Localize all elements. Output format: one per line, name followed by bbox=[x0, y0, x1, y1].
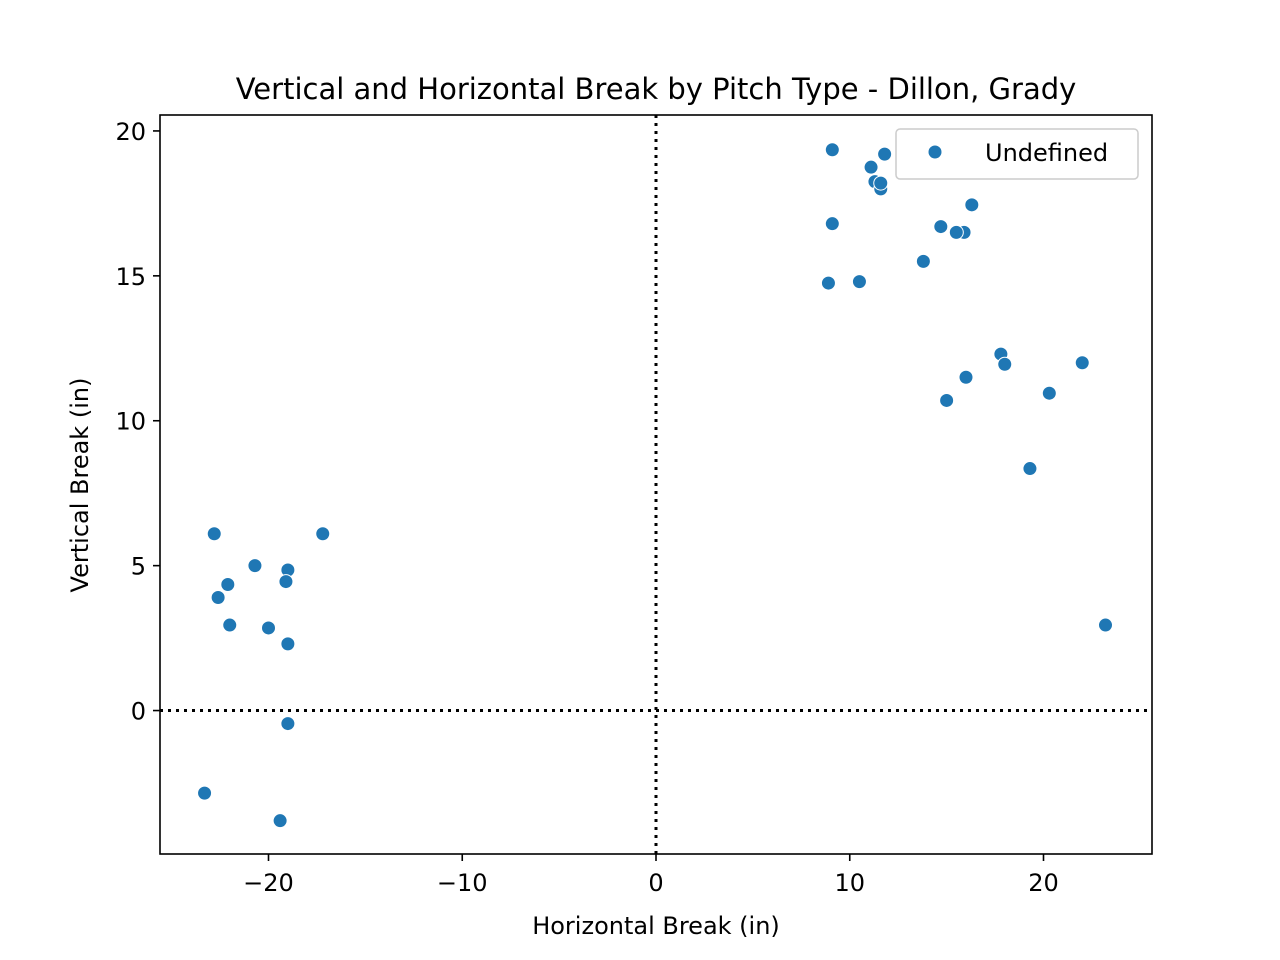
data-point bbox=[315, 526, 331, 542]
x-tick-label: 10 bbox=[834, 869, 865, 897]
y-axis-title: Vertical Break (in) bbox=[66, 378, 94, 593]
data-point bbox=[824, 142, 840, 158]
y-tick-label: 15 bbox=[115, 263, 146, 291]
data-point bbox=[820, 275, 836, 291]
y-tick-label: 5 bbox=[131, 553, 146, 581]
data-point bbox=[210, 590, 226, 606]
data-point bbox=[247, 558, 263, 574]
x-tick-label: 0 bbox=[648, 869, 663, 897]
plot-area: −20 −10 0 10 20 0 5 10 15 20 bbox=[115, 114, 1153, 897]
data-point bbox=[933, 219, 949, 235]
data-point bbox=[939, 392, 955, 408]
data-point bbox=[958, 369, 974, 385]
data-point bbox=[877, 146, 893, 162]
chart-title: Vertical and Horizontal Break by Pitch T… bbox=[236, 72, 1077, 106]
data-point bbox=[220, 576, 236, 592]
data-point bbox=[1074, 355, 1090, 371]
data-point bbox=[863, 159, 879, 175]
x-tick-label: 20 bbox=[1028, 869, 1059, 897]
data-point bbox=[280, 636, 296, 652]
data-point bbox=[964, 197, 980, 213]
legend-label: Undefined bbox=[985, 139, 1108, 167]
y-tick-label: 20 bbox=[115, 118, 146, 146]
data-point bbox=[873, 175, 889, 191]
data-point bbox=[272, 813, 288, 829]
data-point bbox=[206, 526, 222, 542]
data-point bbox=[824, 216, 840, 232]
x-tick-label: −20 bbox=[243, 869, 294, 897]
y-tick-label: 0 bbox=[131, 698, 146, 726]
data-point bbox=[261, 620, 276, 636]
data-point bbox=[997, 356, 1013, 372]
data-point bbox=[278, 574, 294, 590]
data-point bbox=[1041, 385, 1057, 401]
data-point bbox=[1098, 617, 1113, 633]
data-point bbox=[1022, 461, 1038, 477]
data-point bbox=[948, 224, 964, 240]
data-point bbox=[915, 253, 931, 269]
data-point bbox=[197, 785, 213, 801]
data-point bbox=[280, 716, 296, 732]
legend-frame bbox=[895, 128, 1139, 180]
x-axis-title: Horizontal Break (in) bbox=[532, 912, 780, 940]
data-point bbox=[222, 617, 238, 633]
legend: Undefined bbox=[895, 128, 1139, 180]
legend-marker bbox=[927, 144, 943, 160]
y-tick-label: 10 bbox=[115, 408, 146, 436]
data-point bbox=[851, 274, 867, 290]
x-tick-label: −10 bbox=[437, 869, 488, 897]
